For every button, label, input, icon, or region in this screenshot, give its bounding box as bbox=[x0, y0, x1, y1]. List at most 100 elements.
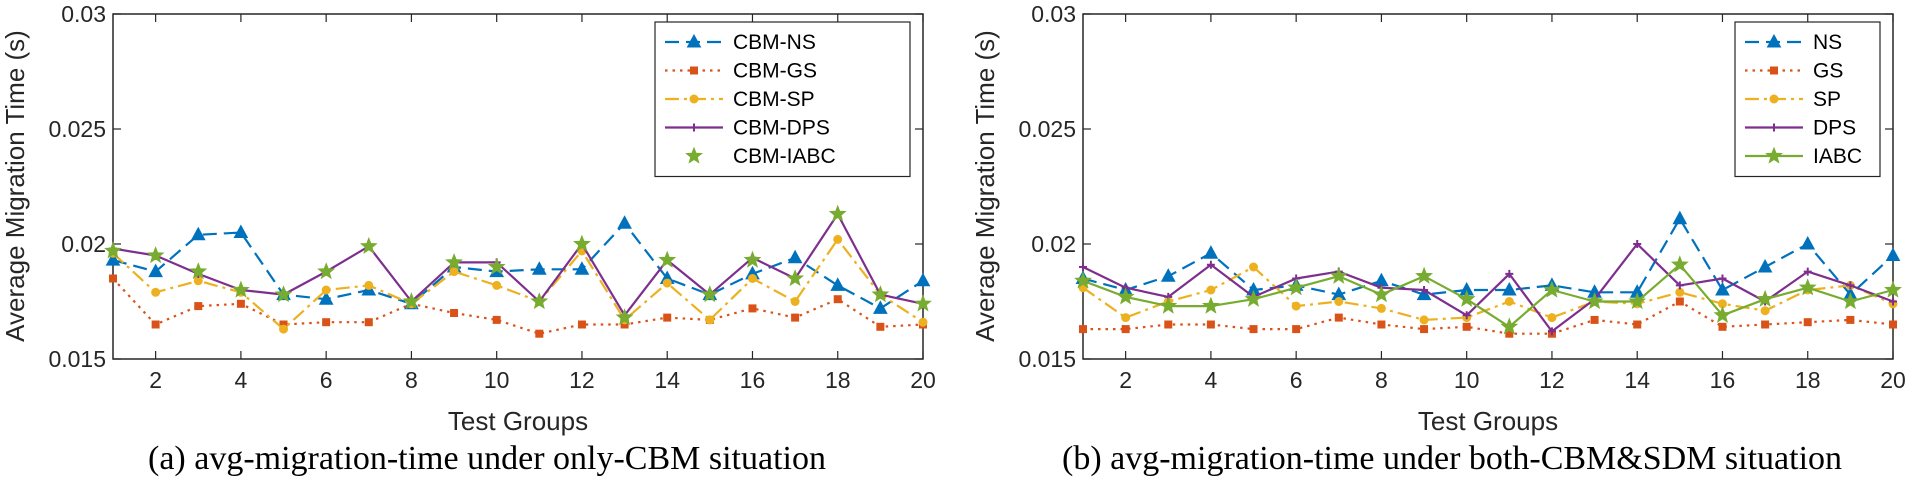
chart-b-point-dps bbox=[1675, 281, 1684, 290]
chart-a: 2 4 6 8 10 12 14 16 18 20 0.015 0.02 0.025 0.03 CBM-N… bbox=[0, 1, 936, 436]
chart-b-point-gs bbox=[1803, 318, 1812, 327]
chart-b-legend-marker-ns bbox=[1766, 33, 1782, 48]
chart-a-x-tick-label: 6 bbox=[320, 367, 333, 393]
chart-b-point-iabc bbox=[1201, 296, 1220, 314]
chart-b-legend-label-sp: SP bbox=[1813, 88, 1841, 111]
chart-a-point-cbm-iabc bbox=[487, 257, 506, 275]
chart-b-legend-marker-gs bbox=[1770, 66, 1778, 75]
chart-b-y-tick-label: 0.015 bbox=[1018, 346, 1076, 372]
chart-a-x-tick-label: 4 bbox=[234, 367, 247, 393]
chart-b-x-tick-label: 2 bbox=[1119, 367, 1132, 393]
chart-a-point-cbm-gs bbox=[748, 304, 757, 313]
chart-a-point-cbm-gs bbox=[535, 329, 544, 338]
chart-b-point-gs bbox=[1334, 313, 1343, 322]
chart-b-point-iabc bbox=[1415, 266, 1434, 284]
chart-a-y-tick-label: 0.025 bbox=[48, 116, 106, 142]
chart-a-x-tick-label: 20 bbox=[910, 367, 936, 393]
chart-a-point-cbm-gs bbox=[322, 318, 331, 327]
chart-b-point-gs bbox=[1846, 315, 1855, 324]
chart-a-legend-label-cbm-gs: CBM-GS bbox=[733, 60, 817, 83]
chart-a-point-cbm-iabc bbox=[445, 253, 464, 271]
chart-a-point-cbm-sp bbox=[705, 315, 715, 325]
chart-a-point-cbm-sp bbox=[279, 324, 289, 334]
chart-a-point-cbm-iabc bbox=[530, 292, 549, 310]
chart-b-x-tick-label: 12 bbox=[1539, 367, 1565, 393]
chart-b-point-sp bbox=[1376, 303, 1386, 313]
chart-b-legend-box bbox=[1734, 21, 1881, 178]
chart-a-point-cbm-sp bbox=[747, 274, 757, 283]
chart-b-point-gs bbox=[1377, 320, 1386, 329]
chart-b-point-ns bbox=[1715, 281, 1730, 296]
chart-a-point-cbm-ns bbox=[318, 291, 334, 305]
chart-a-point-cbm-iabc bbox=[786, 269, 805, 287]
chart-a-y-tick-label: 0.015 bbox=[48, 346, 106, 372]
chart-b-point-sp bbox=[1717, 299, 1727, 309]
chart-b-point-gs bbox=[1718, 322, 1727, 331]
chart-b-point-iabc bbox=[1756, 289, 1775, 307]
chart-a-point-cbm-iabc bbox=[274, 285, 293, 303]
chart-b-legend-label-dps: DPS bbox=[1813, 117, 1856, 140]
chart-a-point-cbm-iabc bbox=[828, 204, 847, 222]
chart-b-y-tick-label: 0.02 bbox=[1031, 231, 1076, 257]
chart-a-point-cbm-gs bbox=[492, 315, 501, 324]
chart-b-point-iabc bbox=[1159, 296, 1178, 314]
chart-b-x-tick-label: 14 bbox=[1624, 367, 1650, 393]
chart-b-point-iabc bbox=[1372, 285, 1391, 303]
chart-b-point-gs bbox=[1675, 297, 1684, 306]
chart-a-point-cbm-iabc bbox=[231, 280, 250, 298]
chart-a-point-cbm-ns bbox=[787, 249, 803, 264]
chart-a-legend-marker-cbm-dps bbox=[690, 123, 698, 132]
chart-a-point-cbm-ns bbox=[915, 272, 931, 287]
chart-b-point-sp bbox=[1675, 287, 1685, 297]
chart-a-y-tick-label: 0.02 bbox=[61, 231, 106, 257]
chart-b-point-gs bbox=[1079, 325, 1087, 334]
chart-b-point-dps bbox=[1462, 311, 1471, 320]
chart-a-point-cbm-gs bbox=[620, 320, 629, 329]
chart-a-x-tick-label: 16 bbox=[740, 367, 766, 393]
chart-a-legend-label-cbm-ns: CBM-NS bbox=[733, 31, 816, 54]
chart-a-x-tick-label: 14 bbox=[654, 367, 680, 393]
chart-a-point-cbm-iabc bbox=[572, 234, 591, 252]
chart-b-point-sp bbox=[1249, 262, 1259, 272]
chart-a-x-tick-label: 2 bbox=[149, 367, 162, 393]
chart-b-point-gs bbox=[1505, 329, 1514, 338]
chart-b-point-gs bbox=[1889, 320, 1897, 329]
chart-b-point-sp bbox=[1504, 297, 1514, 306]
chart-b-point-iabc bbox=[1457, 289, 1476, 307]
chart-a-point-cbm-sp bbox=[151, 287, 161, 297]
chart-a-point-cbm-gs bbox=[577, 320, 586, 329]
chart-a-point-cbm-iabc bbox=[189, 262, 208, 280]
chart-a-legend: CBM-NS CBM-GS CBM-SP CBM-DPS CBM-IABC bbox=[654, 21, 911, 178]
chart-b-point-iabc bbox=[1244, 289, 1263, 307]
chart-b-series-line-sp bbox=[1082, 265, 1894, 321]
chart-b-legend-marker-sp bbox=[1769, 94, 1779, 104]
chart-b-point-dps bbox=[1803, 267, 1812, 276]
chart-a-point-cbm-ns bbox=[531, 261, 547, 275]
chart-a-point-cbm-sp bbox=[833, 234, 843, 244]
chart-b-point-ns bbox=[1203, 245, 1219, 259]
chart-b-point-gs bbox=[1249, 325, 1258, 334]
chart-a-point-cbm-gs bbox=[151, 320, 160, 329]
chart-a-point-cbm-ns bbox=[873, 300, 888, 314]
chart-b-point-iabc bbox=[1287, 278, 1306, 296]
chart-a-point-cbm-sp bbox=[321, 285, 331, 295]
chart-b-point-gs bbox=[1462, 322, 1471, 331]
chart-b-point-sp bbox=[1547, 313, 1557, 323]
chart-b-legend-label-iabc: IABC bbox=[1813, 145, 1862, 168]
chart-a-legend-marker-cbm-iabc bbox=[685, 146, 703, 164]
chart-a-point-cbm-sp bbox=[918, 317, 928, 327]
chart-b: 2 4 6 8 10 12 14 16 18 20 0.015 0.02 0.025 0.03 NS GS S… bbox=[970, 1, 1906, 436]
chart-a-point-cbm-sp bbox=[492, 280, 502, 290]
chart-a-legend-marker-cbm-ns bbox=[686, 33, 702, 48]
chart-a-y-axis-label: Average Migration Time (s) bbox=[0, 30, 30, 342]
chart-b-x-tick-label: 18 bbox=[1795, 367, 1821, 393]
chart-b-point-dps bbox=[1420, 286, 1429, 294]
chart-b-x-axis-label: Test Groups bbox=[1418, 406, 1558, 436]
chart-b-point-ns bbox=[1160, 268, 1176, 282]
chart-b-point-gs bbox=[1633, 320, 1642, 329]
chart-b-point-dps bbox=[1206, 260, 1215, 269]
chart-b-point-iabc bbox=[1628, 292, 1647, 310]
chart-b-series-line-iabc bbox=[1082, 263, 1894, 328]
chart-b-y-tick-label: 0.03 bbox=[1031, 1, 1076, 27]
chart-a-point-cbm-iabc bbox=[359, 236, 378, 254]
